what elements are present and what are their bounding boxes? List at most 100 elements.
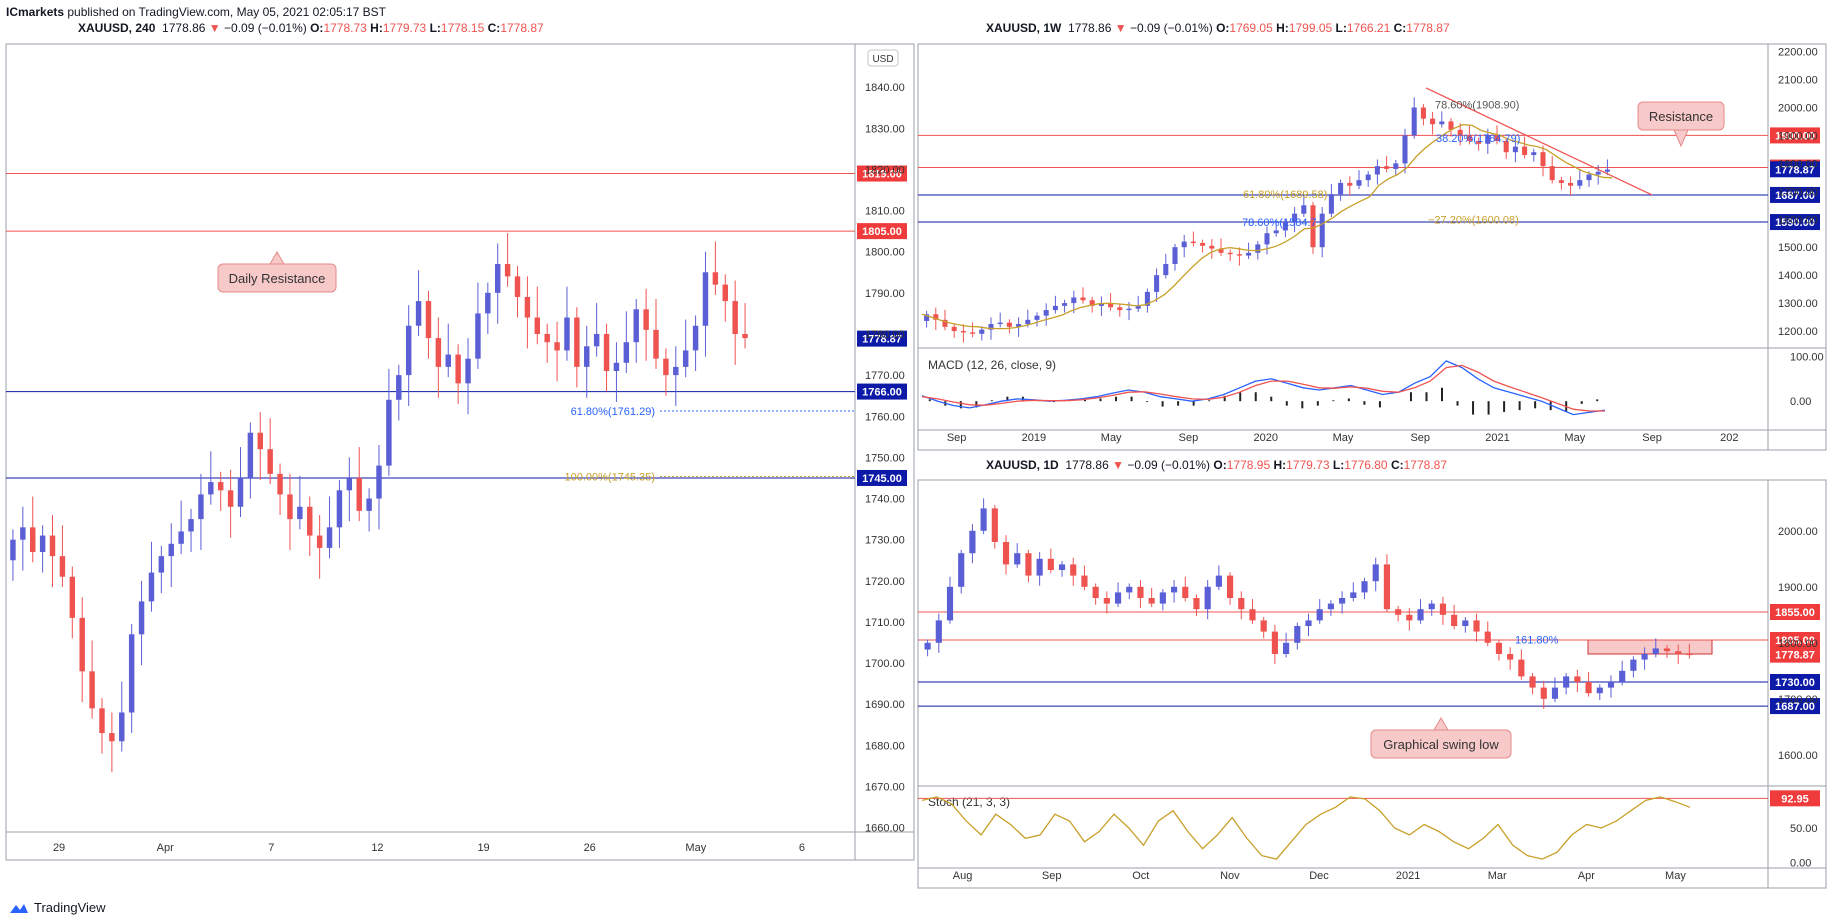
panel-240-ytick: 1810.00: [865, 206, 905, 218]
candle-body: [277, 473, 283, 495]
candle-body: [1595, 171, 1601, 175]
candle-body: [99, 708, 105, 734]
candle-body: [613, 362, 620, 372]
candle-body: [1372, 564, 1379, 582]
legend-low: 1776.80: [1344, 458, 1388, 472]
panel-240-ytick: 1750.00: [865, 452, 905, 464]
candle-body: [1170, 586, 1178, 593]
price-tag-text: 1778.87: [862, 334, 902, 346]
panel-240-ytick: 1780.00: [865, 329, 905, 341]
candle-body: [574, 317, 580, 367]
stoch-title: Stoch (21, 3, 3): [928, 795, 1010, 809]
swing-low-callout: Graphical swing low: [1370, 717, 1512, 759]
candle-body: [1686, 654, 1693, 656]
candle-body: [1675, 651, 1682, 654]
candle-body: [465, 358, 471, 384]
candle-body: [1043, 310, 1049, 316]
panel-1d-ytick: 1900.00: [1778, 582, 1818, 594]
price-tag: 1687.00: [1770, 698, 1820, 715]
candle-body: [1282, 222, 1288, 231]
candle-body: [1551, 687, 1559, 699]
candle-body: [1227, 252, 1233, 255]
candle-body: [1568, 182, 1574, 186]
legend-1w: XAUUSD, 1W 1778.86 ▼ −0.09 (−0.01%) O:17…: [986, 21, 1450, 35]
panel-1w-ytick: 1900.00: [1778, 130, 1818, 142]
candle-body: [1507, 654, 1514, 660]
candle-body: [1663, 648, 1671, 652]
panel-1d-xtick: May: [1665, 870, 1686, 882]
candle-body: [1411, 107, 1417, 136]
candle-body: [1181, 241, 1187, 248]
panel-1w-xtick: May: [1333, 432, 1354, 444]
panel-240-ytick: 1830.00: [865, 123, 905, 135]
swing-low-callout-text: Graphical swing low: [1383, 737, 1499, 752]
candle-body: [1350, 592, 1357, 598]
candle-body: [1540, 152, 1546, 167]
panel-240-ytick: 1740.00: [865, 494, 905, 506]
candle-body: [970, 332, 976, 334]
price-tag-text: 1778.87: [1775, 650, 1815, 662]
candle-body: [1420, 107, 1426, 119]
panel-1w-ytick: 2000.00: [1778, 102, 1818, 114]
tradingview-cloud-icon: [10, 903, 28, 913]
panel-240-ytick: 1710.00: [865, 617, 905, 629]
candle-body: [1089, 300, 1095, 306]
tradingview-logo[interactable]: TradingView: [8, 900, 106, 915]
panel-1d-xtick: Sep: [1042, 870, 1062, 882]
panel-240-xtick: 29: [53, 842, 65, 854]
fib-label: 78.60%(1584.7: [1242, 217, 1317, 229]
candle-body: [366, 498, 372, 511]
legend-open: 1769.05: [1229, 21, 1273, 35]
candle-body: [1630, 659, 1637, 671]
candle-body: [267, 449, 273, 474]
macd-histogram: [928, 387, 1599, 415]
candle-body: [1036, 558, 1043, 576]
candle-body: [287, 494, 293, 520]
candle-body: [168, 543, 174, 557]
candle-body: [1159, 592, 1166, 604]
candle-body: [924, 642, 931, 650]
candle-body: [494, 264, 501, 293]
candle-body: [257, 432, 264, 450]
publish-header: ICmarkets published on TradingView.com, …: [6, 5, 386, 19]
price-tag-bg: [1770, 674, 1820, 690]
candle-body: [1473, 620, 1480, 632]
candle-body: [991, 508, 998, 542]
candle-body: [1374, 166, 1380, 175]
candle-body: [445, 354, 451, 367]
panel-240-xtick: Apr: [157, 842, 174, 854]
price-tag-bg: [857, 383, 907, 400]
candle-body: [1190, 241, 1196, 244]
candle-body: [942, 319, 948, 327]
resistance-callout: Resistance: [1637, 101, 1725, 148]
panel-240-ytick: 1760.00: [865, 411, 905, 423]
candle-body: [1457, 129, 1463, 136]
candle-body: [485, 292, 491, 314]
candle-body: [1002, 542, 1010, 565]
candle-body: [623, 342, 630, 363]
candle-body: [1249, 609, 1256, 621]
price-tag-text: 1745.00: [862, 473, 902, 485]
legend-open: 1778.73: [323, 21, 367, 35]
candle-body: [1246, 252, 1252, 256]
price-tag: 1805.00: [1770, 632, 1820, 648]
panel-1w-ytick: 2100.00: [1778, 75, 1818, 87]
candle-body: [1260, 620, 1267, 632]
panel-1w-ytick: 1700.00: [1778, 186, 1818, 198]
candle-body: [1052, 305, 1058, 311]
candle-body: [1563, 676, 1570, 688]
panel-1w-xtick: 2020: [1253, 432, 1277, 444]
candle-body: [633, 309, 639, 343]
candle-body: [1014, 553, 1021, 565]
candle-body: [455, 354, 461, 384]
candle-body: [1451, 614, 1458, 626]
fib-label: 61.80%(1689.58): [1243, 189, 1327, 201]
panel-240-ytick: 1700.00: [865, 658, 905, 670]
candle-body: [702, 272, 709, 326]
legend-open: 1778.95: [1226, 458, 1271, 472]
price-tag-text: 1590.00: [1775, 217, 1815, 229]
panel-240-ytick: 1730.00: [865, 535, 905, 547]
candle-body: [316, 535, 323, 548]
candle-body: [1439, 121, 1445, 125]
